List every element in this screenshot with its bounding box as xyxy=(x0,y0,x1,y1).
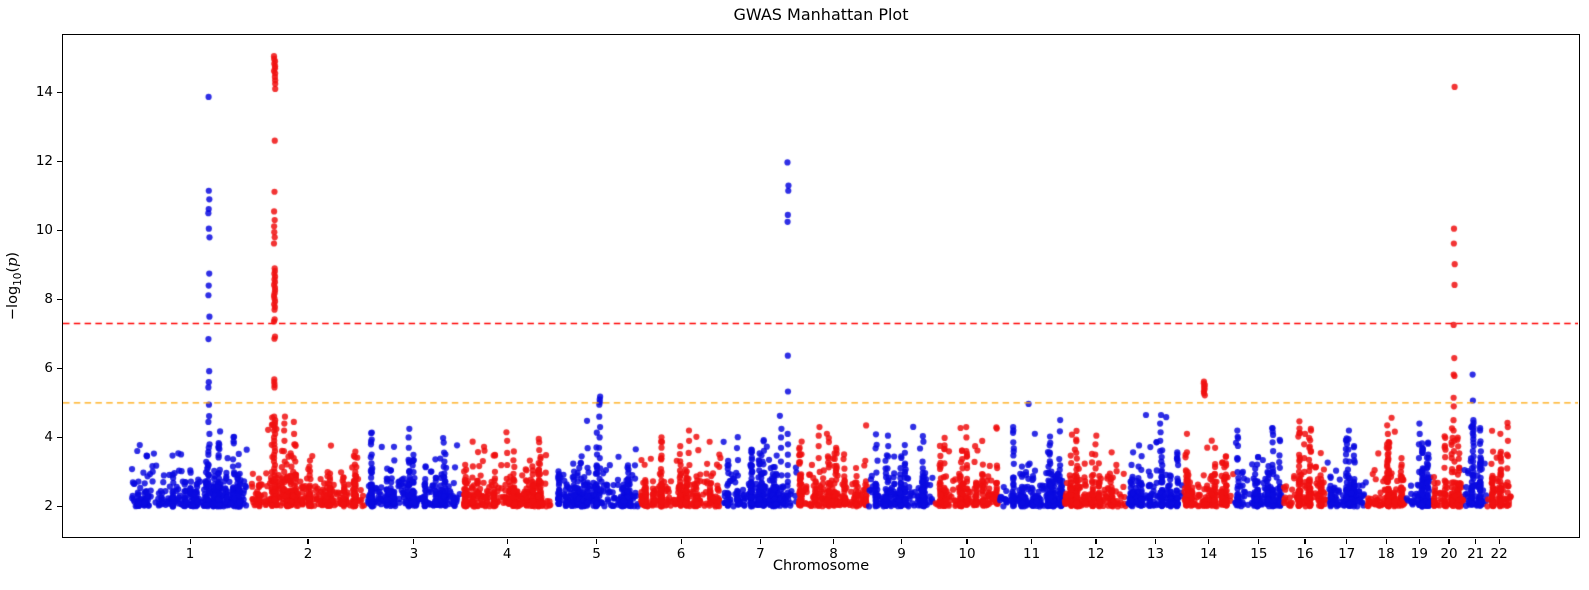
x-tick-mark xyxy=(1385,538,1387,544)
x-tick-label: 5 xyxy=(592,546,601,562)
y-tick-label: 10 xyxy=(35,221,53,238)
x-tick-label: 10 xyxy=(958,546,976,562)
y-tick-label: 14 xyxy=(35,83,53,100)
x-tick-mark xyxy=(759,538,761,544)
y-axis-label: −log10(p) xyxy=(5,226,24,346)
x-tick-mark xyxy=(595,538,598,544)
x-tick-mark xyxy=(307,538,309,544)
y-tick-mark xyxy=(57,230,62,232)
y-axis-label-variable: p xyxy=(5,257,21,267)
x-tick-mark xyxy=(1418,538,1420,544)
x-tick-mark xyxy=(1346,538,1348,544)
x-tick-label: 8 xyxy=(829,546,838,562)
x-tick-label: 4 xyxy=(502,546,512,562)
y-tick-label: 12 xyxy=(35,152,53,169)
x-tick-label: 12 xyxy=(1087,546,1105,562)
x-tick-label: 7 xyxy=(756,546,765,562)
y-axis-label-open-paren: ( xyxy=(5,266,21,273)
x-tick-label: 13 xyxy=(1146,546,1165,562)
y-tick-mark xyxy=(57,299,62,301)
y-tick-mark xyxy=(57,506,62,508)
x-tick-mark xyxy=(1095,538,1097,544)
x-tick-mark xyxy=(506,538,508,544)
y-tick-mark xyxy=(57,92,62,94)
y-axis-label-subscript: 10 xyxy=(11,272,24,286)
x-tick-mark xyxy=(1448,538,1450,544)
y-tick-mark xyxy=(57,368,62,370)
x-tick-label: 14 xyxy=(1200,546,1218,562)
y-axis-label-close-paren: ) xyxy=(5,251,21,258)
x-tick-label: 6 xyxy=(676,546,686,562)
x-axis-label: Chromosome xyxy=(772,558,870,574)
x-tick-mark xyxy=(1031,538,1033,544)
x-tick-label: 17 xyxy=(1338,546,1356,562)
x-tick-label: 9 xyxy=(897,546,906,562)
y-tick-label: 4 xyxy=(44,428,53,445)
x-tick-mark xyxy=(1304,538,1306,544)
y-tick-label: 2 xyxy=(44,497,53,514)
x-tick-mark xyxy=(413,538,415,544)
x-tick-mark xyxy=(1208,538,1210,544)
x-tick-mark xyxy=(832,538,835,544)
y-tick-mark xyxy=(57,437,62,439)
x-tick-label: 20 xyxy=(1440,546,1458,562)
x-tick-label: 16 xyxy=(1296,546,1314,562)
x-tick-label: 2 xyxy=(303,546,313,562)
x-tick-mark xyxy=(966,538,968,544)
x-tick-mark xyxy=(680,538,682,544)
x-tick-label: 22 xyxy=(1490,546,1508,562)
x-tick-mark xyxy=(1258,538,1260,544)
x-tick-mark xyxy=(1498,538,1500,544)
x-tick-mark xyxy=(1475,538,1477,544)
x-tick-label: 19 xyxy=(1410,546,1428,562)
x-tick-label: 21 xyxy=(1467,546,1485,562)
x-tick-mark xyxy=(1154,538,1157,544)
x-tick-label: 1 xyxy=(185,546,195,562)
scatter-points-canvas xyxy=(63,35,1578,536)
chart-title: GWAS Manhattan Plot xyxy=(733,5,909,24)
x-tick-mark xyxy=(189,538,191,544)
x-tick-label: 11 xyxy=(1023,546,1041,562)
y-tick-mark xyxy=(57,161,62,163)
x-tick-mark xyxy=(901,538,903,544)
x-tick-label: 3 xyxy=(409,546,419,562)
x-tick-label: 18 xyxy=(1377,546,1395,562)
y-tick-label: 8 xyxy=(44,290,53,307)
plot-area xyxy=(62,34,1580,538)
y-tick-label: 6 xyxy=(44,359,53,376)
x-tick-label: 15 xyxy=(1250,546,1268,562)
